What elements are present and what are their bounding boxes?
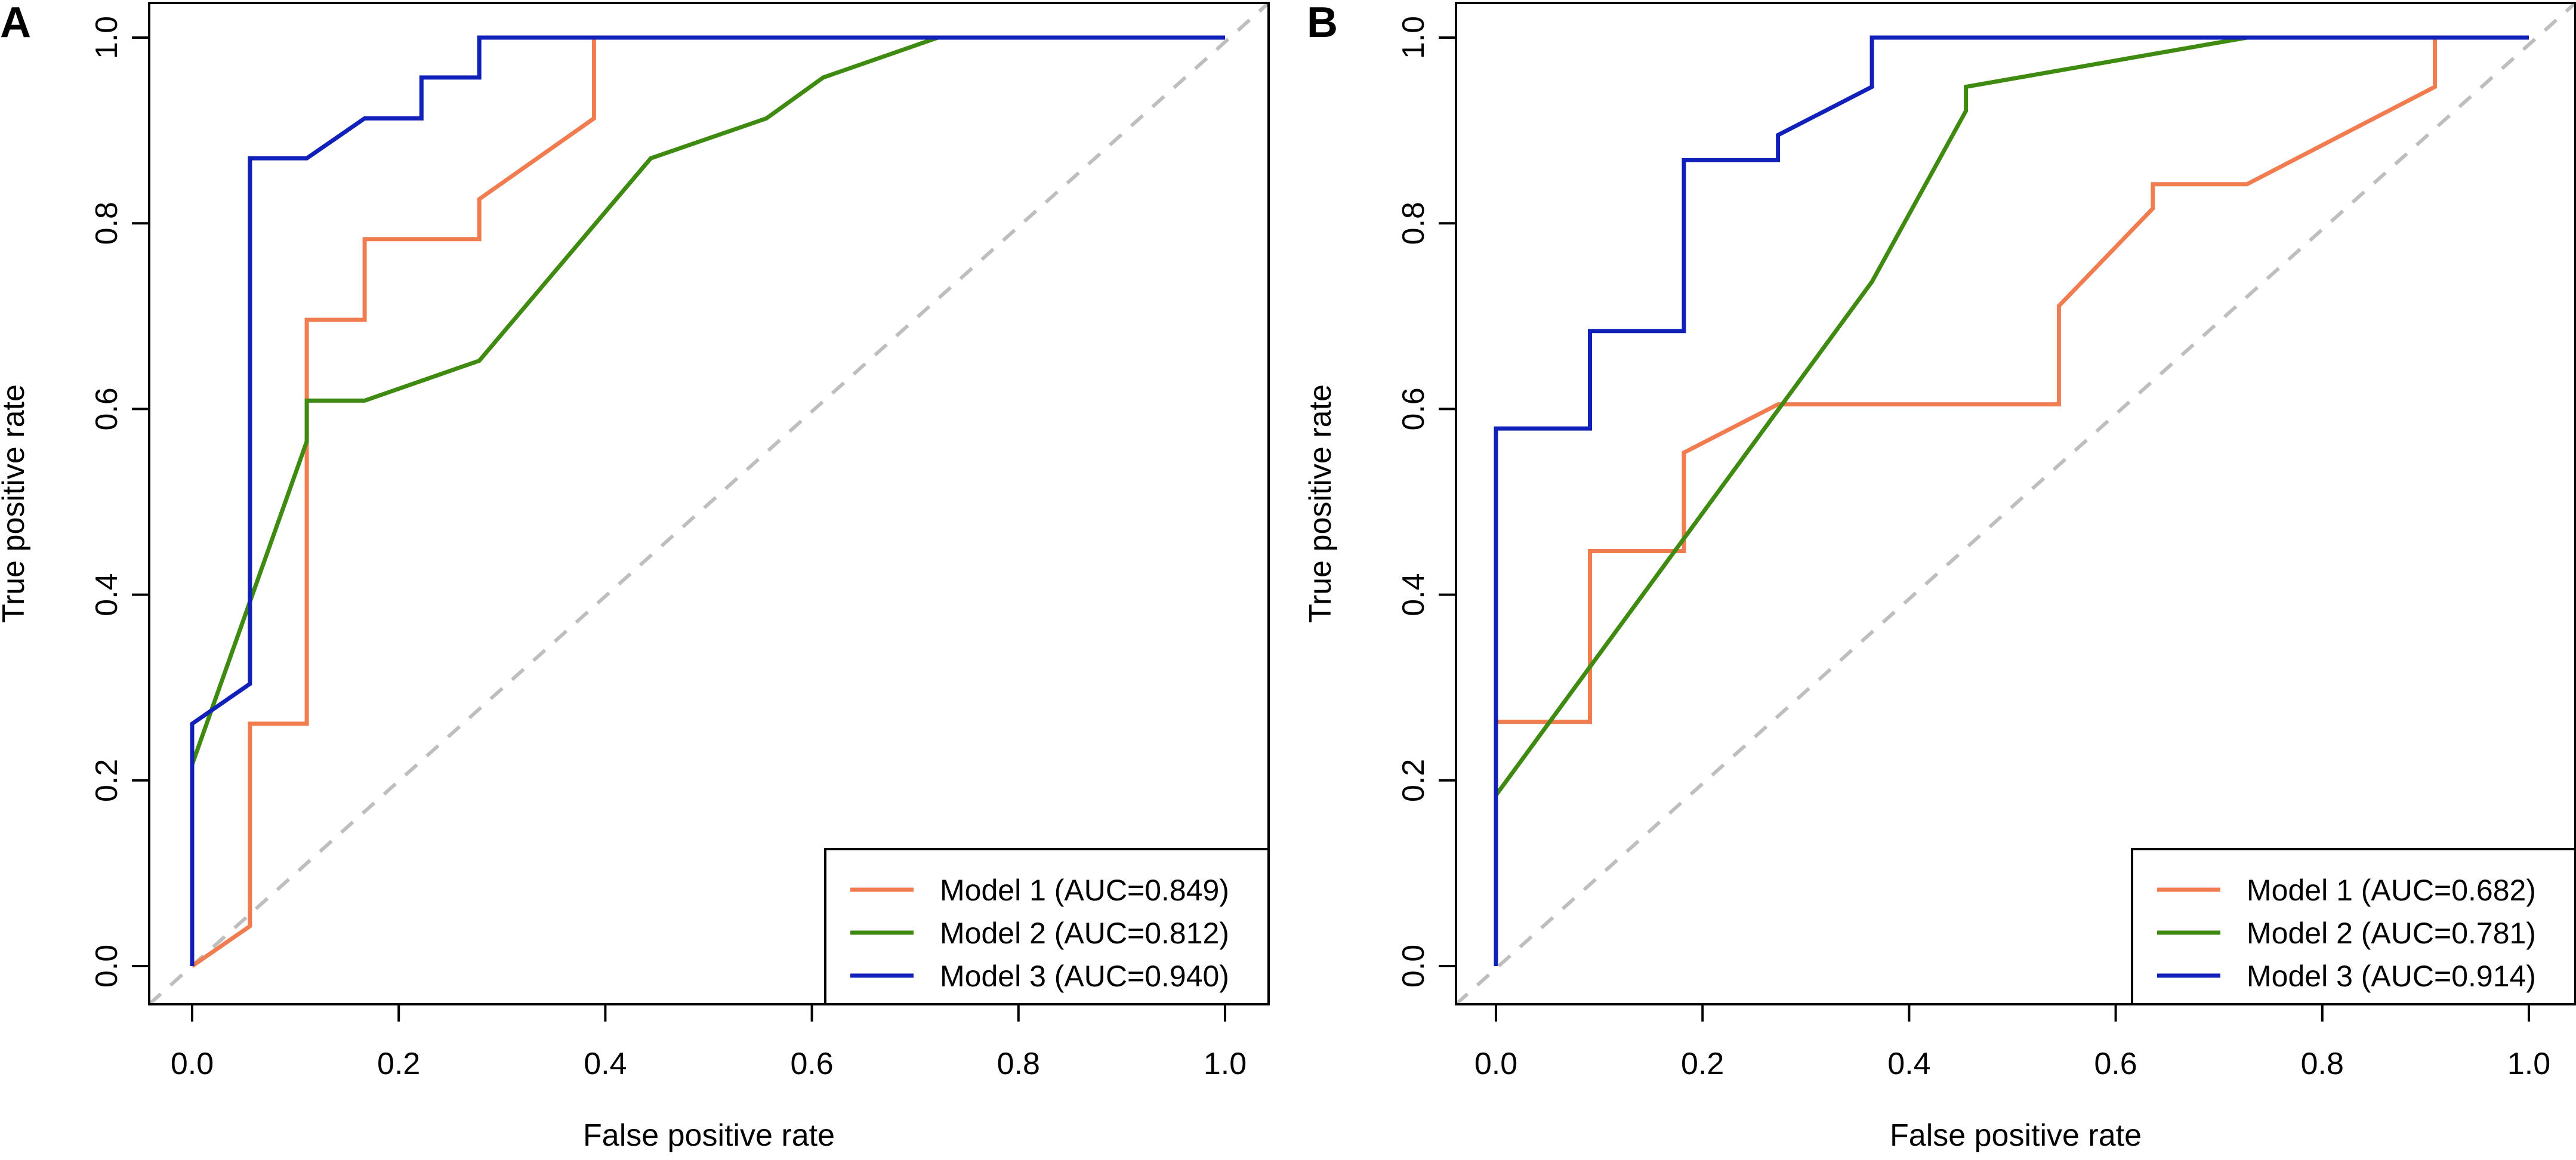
x-tick-label: 0.6: [790, 1047, 833, 1081]
x-tick-label: 0.2: [377, 1047, 420, 1081]
series-line-model-3: [190, 35, 1225, 966]
x-tick-label: 0.8: [2301, 1047, 2344, 1081]
x-tick-label: 0.4: [1887, 1047, 1930, 1081]
series-line-model-3: [1494, 35, 2529, 966]
legend-label-model-3: Model 3 (AUC=0.940): [940, 960, 1229, 993]
series-line-model-2: [1494, 35, 2529, 966]
x-tick-label: 0.0: [171, 1047, 214, 1081]
panel-letter: A: [0, 0, 31, 47]
x-tick-label: 1.0: [1204, 1047, 1247, 1081]
legend: Model 1 (AUC=0.849) Model 2 (AUC=0.812) Mo…: [824, 848, 1270, 1005]
y-axis-title: True positive rate: [0, 384, 31, 623]
panel-b: 0.0 0.2 0.4 0.6 0.8 1.0 0.0 0.2 0.4 0.6 0.8 1.0 Fals…: [148, 0, 2576, 1153]
x-axis-title: False positive rate: [1890, 1118, 2142, 1153]
y-tick-label: 0.0: [1396, 945, 1431, 988]
y-tick-label: 0.8: [90, 202, 124, 245]
panel-letter: B: [1307, 0, 1338, 47]
y-tick-label: 1.0: [90, 16, 124, 59]
series-line-model-1: [1494, 35, 2529, 966]
y-tick-label: 0.2: [90, 759, 124, 802]
series-line-model-1: [191, 35, 1225, 968]
legend-box: [2131, 848, 2576, 1005]
y-tick-label: 1.0: [1396, 16, 1431, 59]
reference-diagonal-line: [147, 1, 1270, 1006]
legend-box: [824, 848, 1270, 1005]
y-tick-label: 0.6: [1396, 387, 1431, 430]
y-tick-label: 0.8: [1396, 202, 1431, 245]
y-tick-label: 0.0: [90, 945, 124, 988]
y-tick-label: 0.4: [90, 573, 124, 616]
x-tick-label: 0.6: [2094, 1047, 2137, 1081]
legend-label-model-2: Model 2 (AUC=0.812): [940, 917, 1229, 950]
x-tick-label: 0.4: [584, 1047, 627, 1081]
legend: Model 1 (AUC=0.682) Model 2 (AUC=0.781) Mo…: [2131, 848, 2576, 1005]
x-axis-title: False positive rate: [583, 1118, 835, 1153]
x-tick-label: 1.0: [2507, 1047, 2550, 1081]
y-tick-label: 0.2: [1396, 759, 1431, 802]
x-tick-label: 0.8: [997, 1047, 1040, 1081]
series-line-model-2: [190, 35, 1225, 966]
reference-diagonal-line: [1454, 1, 2576, 1006]
y-axis-title: True positive rate: [1303, 384, 1338, 623]
legend-label-model-1: Model 1 (AUC=0.682): [2247, 874, 2536, 907]
y-tick-label: 0.6: [90, 387, 124, 430]
x-tick-label: 0.2: [1681, 1047, 1724, 1081]
legend-label-model-1: Model 1 (AUC=0.849): [940, 874, 1229, 907]
legend-label-model-2: Model 2 (AUC=0.781): [2247, 917, 2536, 950]
y-tick-label: 0.4: [1396, 573, 1431, 616]
x-tick-label: 0.0: [1474, 1047, 1517, 1081]
legend-label-model-3: Model 3 (AUC=0.914): [2247, 960, 2536, 993]
panel-a: 0.0 0.2 0.4 0.6 0.8 1.0 0.0 0.2 0.4 0.6 0.8 1.0 Fals…: [0, 0, 1270, 1153]
